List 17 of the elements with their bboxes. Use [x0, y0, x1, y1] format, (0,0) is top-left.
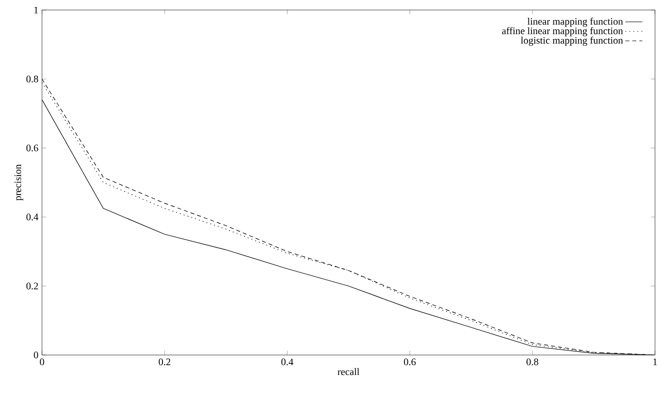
x-axis-title: recall [338, 368, 360, 376]
y-tick-label: 0.8 [26, 76, 38, 82]
x-tick-label: 0.8 [526, 358, 538, 366]
y-tick-label: 0 [34, 352, 38, 358]
x-tick-label: 0.2 [158, 358, 170, 366]
legend-label: linear mapping function [528, 18, 623, 27]
y-tick-label: 0.2 [26, 282, 38, 290]
y-axis-title: precision [14, 164, 24, 201]
x-tick-label: 0.6 [404, 358, 416, 366]
y-tick-label: 1 [34, 6, 38, 14]
y-tick-label: 0.6 [26, 144, 38, 152]
y-tick-label: 0.4 [26, 214, 38, 220]
x-tick-label: 1 [653, 358, 657, 366]
x-tick-label: 0.4 [281, 358, 294, 366]
x-tick-label: 0 [40, 358, 44, 366]
legend-label: logistic mapping function [520, 36, 623, 46]
legend-label: affine linear mapping function [502, 27, 623, 36]
